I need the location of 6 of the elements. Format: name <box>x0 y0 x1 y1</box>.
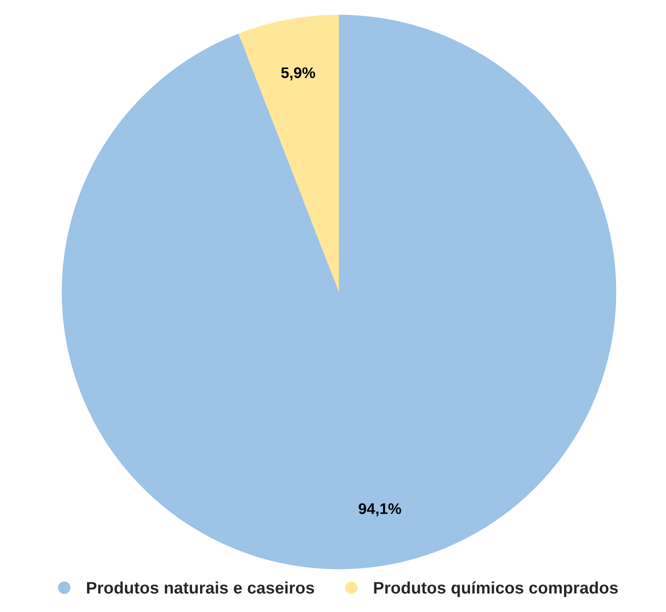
legend-label: Produtos químicos comprados <box>374 581 618 597</box>
pie-slice <box>62 14 616 570</box>
pie-slice <box>238 14 339 292</box>
data-label: 94,1% <box>358 503 402 516</box>
legend-label: Produtos naturais e caseiros <box>87 581 314 594</box>
data-label: 5,9% <box>281 67 316 80</box>
